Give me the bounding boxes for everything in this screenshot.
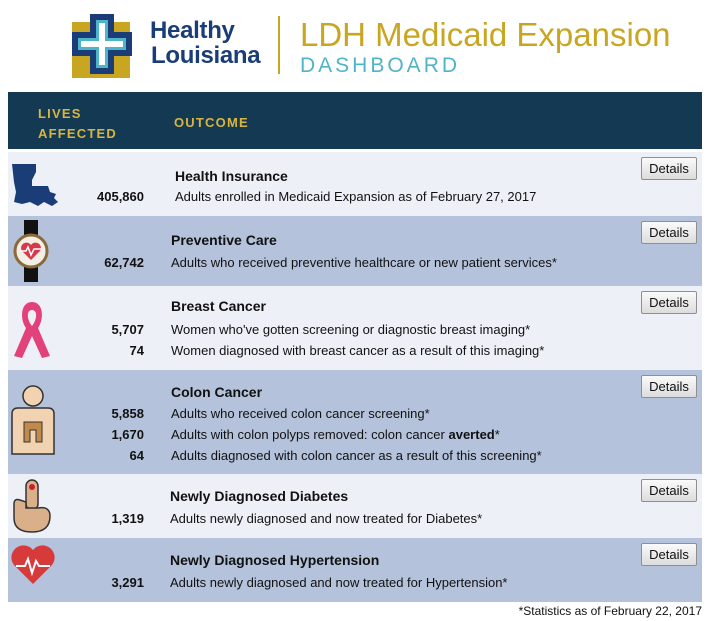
healthy-louisiana-logo-icon — [72, 14, 132, 78]
outcome-description: Adults with colon polyps removed: colon … — [171, 424, 542, 445]
heart-watch-icon — [13, 220, 49, 282]
lives-affected-value: 5,858 — [111, 406, 144, 421]
outcomes-table: LIVES AFFECTED OUTCOME 405,860 Health In… — [8, 92, 702, 602]
table-row: 405,860 Health Insurance Adults enrolled… — [8, 152, 702, 216]
outcome-description: Adults newly diagnosed and now treated f… — [170, 575, 508, 590]
table-row: 5,707 74 Breast Cancer Women who've gott… — [8, 286, 702, 370]
outcome-descriptions: Adults newly diagnosed and now treated f… — [170, 508, 482, 529]
lives-affected-values: 3,291 — [111, 572, 144, 593]
lives-affected-values: 5,858 1,670 64 — [111, 403, 144, 466]
asterisk: * — [494, 427, 500, 442]
table-row: 62,742 Preventive Care Adults who receiv… — [8, 216, 702, 286]
lives-affected-value: 405,860 — [97, 189, 144, 204]
lives-affected-value: 1,319 — [111, 511, 144, 526]
lives-affected-values: 5,707 74 — [111, 319, 144, 361]
table-row: 5,858 1,670 64 Colon Cancer Adults who r… — [8, 370, 702, 474]
lives-header-line2: AFFECTED — [38, 126, 117, 141]
details-button-health-insurance[interactable]: Details — [641, 157, 697, 180]
heartbeat-icon — [11, 545, 55, 584]
details-button-diabetes[interactable]: Details — [641, 479, 697, 502]
lives-affected-value: 5,707 — [111, 322, 144, 337]
details-button-breast-cancer[interactable]: Details — [641, 291, 697, 314]
table-row: 3,291 Newly Diagnosed Hypertension Adult… — [8, 538, 702, 602]
outcome-title: Health Insurance — [175, 168, 288, 184]
outcome-description: Adults who received preventive healthcar… — [171, 255, 557, 270]
outcome-title: Preventive Care — [171, 232, 277, 248]
louisiana-map-icon — [12, 164, 58, 206]
outcome-descriptions: Adults enrolled in Medicaid Expansion as… — [175, 186, 536, 207]
lives-affected-value: 74 — [129, 343, 144, 358]
page-subtitle: DASHBOARD — [300, 54, 461, 77]
lives-affected-value: 64 — [129, 448, 144, 463]
outcome-description: Adults newly diagnosed and now treated f… — [170, 511, 483, 526]
lives-header-line1: LIVES — [38, 106, 82, 121]
brand-line1: Healthy — [150, 17, 235, 44]
table-header: LIVES AFFECTED OUTCOME — [8, 92, 702, 152]
lives-affected-value: 3,291 — [111, 575, 144, 590]
lives-affected-values: 62,742 — [104, 252, 144, 273]
page-header: Healthy Louisiana LDH Medicaid Expansion… — [0, 0, 711, 92]
outcome-descriptions: Adults who received preventive healthcar… — [171, 252, 557, 273]
outcome-title: Newly Diagnosed Diabetes — [170, 488, 349, 504]
body-colon-icon — [11, 385, 55, 455]
outcome-title: Colon Cancer — [171, 384, 263, 400]
details-button-preventive-care[interactable]: Details — [641, 221, 697, 244]
outcome-description: Adults diagnosed with colon cancer as a … — [171, 448, 542, 463]
footnote: *Statistics as of February 22, 2017 — [518, 604, 702, 618]
outcome-descriptions: Adults newly diagnosed and now treated f… — [170, 572, 508, 593]
lives-affected-values: 405,860 — [97, 186, 144, 207]
brand-name: Healthy Louisiana — [150, 17, 261, 69]
outcome-title: Breast Cancer — [171, 298, 266, 314]
outcome-description-text: Adults with colon polyps removed: colon … — [171, 427, 449, 442]
outcome-description: Women who've gotten screening or diagnos… — [171, 322, 531, 337]
page-title: LDH Medicaid Expansion — [300, 16, 671, 53]
table-row: 1,319 Newly Diagnosed Diabetes Adults ne… — [8, 474, 702, 538]
header-divider — [278, 16, 280, 74]
finger-prick-icon — [13, 479, 51, 533]
outcome-descriptions: Adults who received colon cancer screeni… — [171, 403, 542, 466]
brand-line2: Louisiana — [151, 42, 261, 69]
details-button-colon-cancer[interactable]: Details — [641, 375, 697, 398]
outcome-description: Adults enrolled in Medicaid Expansion as… — [175, 189, 537, 204]
pink-ribbon-icon — [14, 302, 50, 358]
outcome-title: Newly Diagnosed Hypertension — [170, 552, 380, 568]
lives-affected-value: 62,742 — [104, 255, 144, 270]
lives-affected-values: 1,319 — [111, 508, 144, 529]
details-button-hypertension[interactable]: Details — [641, 543, 697, 566]
outcome-descriptions: Women who've gotten screening or diagnos… — [171, 319, 544, 361]
outcome-description: Adults who received colon cancer screeni… — [171, 406, 430, 421]
outcome-description: Women diagnosed with breast cancer as a … — [171, 343, 545, 358]
lives-affected-value: 1,670 — [111, 427, 144, 442]
outcome-header: OUTCOME — [174, 115, 249, 130]
lives-affected-header: LIVES AFFECTED — [38, 104, 117, 144]
averted-emphasis: averted — [448, 427, 495, 442]
